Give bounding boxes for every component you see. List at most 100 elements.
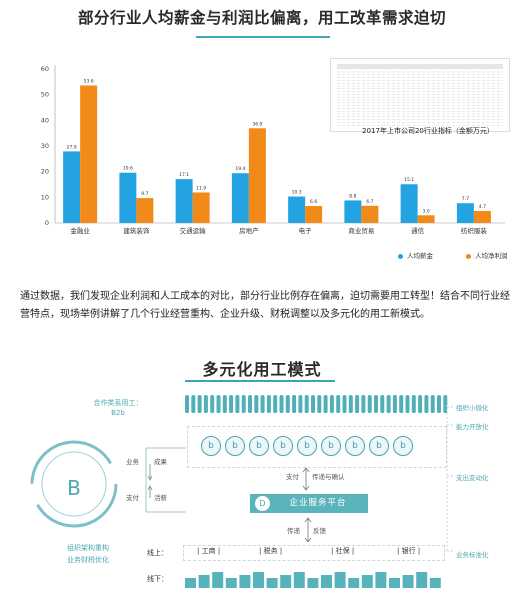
feedback-label: 反馈: [313, 527, 326, 535]
person-figure-icon: [222, 397, 227, 413]
bar-profit: [417, 215, 435, 223]
bar-profit: [473, 210, 491, 223]
bar-salary: [63, 151, 81, 223]
online-item-bank: | 银行 |: [397, 547, 421, 555]
bar-profit: [248, 128, 266, 223]
legend-swatch-orange: [466, 253, 471, 259]
b-logo-letter: B: [67, 476, 81, 500]
b-logo-ring-icon: [30, 440, 118, 528]
bar-value-label: 19.4: [235, 166, 245, 172]
person-figure-icon: [386, 397, 391, 413]
right-label-4: 业务标准化: [456, 551, 489, 559]
bar-value-label: 9.7: [141, 191, 148, 197]
b-circle-icon: b: [201, 436, 221, 456]
diagram-title: 多元化用工模式: [202, 360, 322, 379]
title-underline: [196, 36, 330, 38]
person-head-icon: [248, 395, 252, 399]
online-item-tax: | 税务 |: [259, 547, 283, 555]
online-item-social: | 社保 |: [331, 547, 355, 555]
bar-value-label: 8.8: [349, 193, 356, 199]
bar-profit: [136, 198, 154, 223]
person-head-icon: [273, 395, 278, 399]
legend-label-profit: 人均净利润: [475, 252, 508, 260]
building-icon: [416, 572, 428, 588]
person-figure-icon: [380, 397, 385, 413]
online-services-box: [183, 545, 445, 561]
b-circle-icon: b: [297, 436, 317, 456]
results-label: 成果: [154, 458, 167, 466]
cooperation-label: 合作类系用工： B2b: [92, 398, 144, 418]
person-head-icon: [430, 395, 435, 399]
platform-label: 企业服务平台: [289, 498, 347, 508]
legend-swatch-blue: [398, 253, 403, 259]
left-caption-1: 组织架构重构: [67, 544, 109, 552]
b-circle-icon: b: [345, 436, 365, 456]
building-icon: [280, 575, 292, 588]
b-circle-icon: b: [249, 436, 269, 456]
building-icon: [239, 575, 251, 588]
bar-value-label: 27.9: [67, 144, 77, 150]
bar-salary: [175, 179, 193, 223]
y-tick-label: 20: [41, 168, 49, 176]
offline-buildings: [185, 572, 441, 588]
pass-label: 传递: [287, 527, 300, 535]
person-head-icon: [329, 395, 334, 399]
person-head-icon: [323, 395, 328, 399]
b-circle-icon: b: [393, 436, 413, 456]
offline-label: 线下：: [147, 575, 168, 583]
cooperation-label-line2: B2b: [111, 409, 125, 417]
legend-salary: 人均薪金: [398, 250, 433, 260]
person-figure-icon: [229, 397, 234, 413]
bar-salary: [344, 200, 362, 223]
person-figure-icon: [279, 397, 284, 413]
person-head-icon: [437, 395, 441, 399]
building-icon: [225, 578, 237, 588]
person-head-icon: [304, 395, 309, 399]
building-icon: [429, 578, 441, 588]
body-paragraph: 通过数据，我们发现企业利润和人工成本的对比，部分行业比例存在偏离，迫切需要用工转…: [20, 291, 510, 320]
left-caption-2: 业务财税优化: [67, 556, 109, 564]
building-icon: [402, 575, 414, 588]
legend-profit: 人均净利润: [466, 250, 508, 260]
person-figure-icon: [285, 397, 290, 413]
y-tick-label: 0: [45, 219, 49, 227]
bar-value-label: 6.7: [366, 199, 373, 205]
right-dotted-connector: [446, 405, 455, 553]
person-head-icon: [241, 395, 246, 399]
bar-value-label: 15.1: [404, 177, 414, 183]
bar-profit: [192, 192, 210, 223]
bar-value-label: 4.7: [479, 204, 486, 210]
person-figure-icon: [336, 397, 341, 413]
person-head-icon: [235, 395, 240, 399]
person-head-icon: [317, 395, 322, 399]
page-title: 部分行业人均薪金与利润比偏离，用工改革需求迫切: [77, 9, 446, 27]
category-label: 通信: [411, 226, 425, 235]
bar-value-label: 36.9: [252, 121, 262, 127]
person-figure-icon: [185, 397, 189, 413]
b-circle-icon: b: [273, 436, 293, 456]
b-circle-icon: b: [321, 436, 341, 456]
person-figure-icon: [273, 397, 278, 413]
person-figure-icon: [210, 397, 215, 413]
person-head-icon: [191, 395, 196, 399]
person-figure-icon: [203, 397, 208, 413]
building-icon: [348, 578, 360, 588]
right-label-2: 能力开放化: [456, 423, 489, 431]
person-head-icon: [260, 395, 265, 399]
person-head-icon: [367, 395, 372, 399]
person-figure-icon: [241, 397, 246, 413]
person-figure-icon: [329, 397, 334, 413]
business-label: 业务: [126, 458, 139, 466]
bar-value-label: 17.1: [179, 172, 189, 178]
person-figure-icon: [298, 397, 303, 413]
person-figure-icon: [216, 397, 221, 413]
building-icon: [185, 578, 196, 588]
building-icon: [307, 578, 319, 588]
person-figure-icon: [361, 397, 366, 413]
person-figure-icon: [342, 397, 347, 413]
person-head-icon: [380, 395, 385, 399]
category-label: 房地产: [239, 226, 259, 235]
person-figure-icon: [437, 397, 441, 413]
person-figure-icon: [411, 397, 416, 413]
cooperation-label-line1: 合作类系用工：: [93, 399, 143, 407]
